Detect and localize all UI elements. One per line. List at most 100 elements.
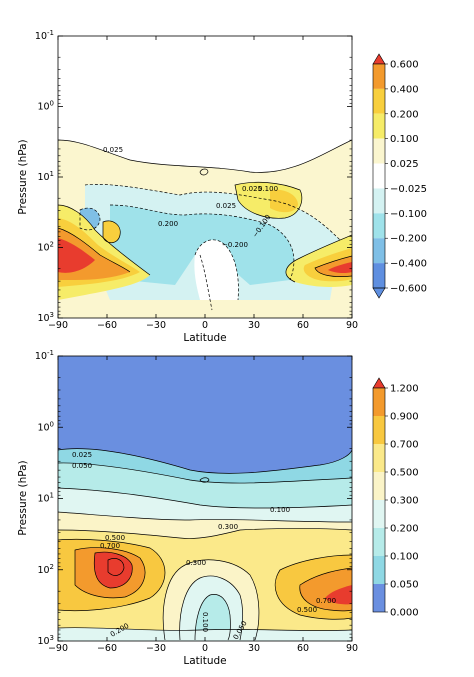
contour-line — [199, 477, 210, 483]
colorbar-label: 1.200 — [390, 384, 419, 395]
x-tick-label: −90 — [48, 320, 68, 331]
contour-band-sh-max — [108, 558, 124, 576]
x-tick-label: 90 — [346, 320, 358, 331]
chart-panel-1: 0.025 0.025 0.100 0.025 0.200 −0.200 −0.… — [17, 29, 427, 344]
x-tick-label: 60 — [297, 643, 309, 654]
x-tick-label: 60 — [297, 320, 309, 331]
x-tick-label: 0 — [202, 320, 208, 331]
y-tick-label: 10-1 — [35, 349, 54, 362]
contour-band-surface — [58, 627, 352, 641]
y-tick-label: 101 — [37, 170, 54, 183]
contour-band-tropical-level-0.050 — [195, 594, 231, 640]
contour-label: 0.700 — [316, 597, 336, 605]
colorbar-label: −0.025 — [390, 184, 427, 195]
colorbar-segment — [373, 263, 385, 288]
x-ticks-1: −90 −60 −30 0 30 60 90 — [48, 36, 358, 331]
contour-line — [199, 168, 209, 176]
colorbar-label: 0.200 — [390, 109, 419, 120]
contour-line — [74, 547, 146, 599]
contour-label: 0.100 — [201, 612, 209, 632]
x-tick-label: −60 — [97, 320, 117, 331]
contour-line — [194, 594, 231, 641]
x-tick-label: −30 — [146, 320, 166, 331]
x-tick-label: 30 — [248, 643, 260, 654]
contour-line — [93, 551, 133, 589]
colorbar-label: −0.100 — [390, 209, 427, 220]
y-tick-label: 103 — [37, 634, 54, 647]
contour-line-negative — [199, 254, 213, 311]
contour-line — [58, 227, 131, 273]
contour-line — [58, 538, 166, 612]
x-axis-2: −90 −60 −30 0 30 60 90 Latitude — [48, 356, 358, 667]
contour-band-nh-level-0.900 — [325, 585, 352, 605]
chart-panel-2: 0.025 0.050 0.100 0.300 0.500 0.700 0.30… — [17, 349, 419, 667]
colorbar-label: −0.400 — [390, 259, 427, 270]
y-axis-2: 10-1 100 101 102 103 Pressure (hPa) — [17, 349, 352, 647]
contour-line-negative — [109, 204, 295, 281]
x-axis-title-2: Latitude — [183, 655, 226, 667]
colorbar-label: 0.025 — [390, 159, 419, 170]
colorbar-segment — [373, 584, 385, 612]
colorbar-segment — [373, 163, 385, 189]
contour-line-negative — [194, 239, 239, 301]
colorbar-label: 0.900 — [390, 412, 419, 423]
contour-line — [58, 462, 352, 484]
contour-line — [285, 234, 352, 283]
colorbar-label: 0.400 — [390, 84, 419, 95]
colorbar-label: −0.600 — [390, 284, 427, 295]
contour-label: 0.300 — [218, 523, 238, 531]
colorbar-label: 0.300 — [390, 496, 419, 507]
colorbar-2: 1.200 0.900 0.700 0.500 0.300 0.200 0.100 0.050… — [372, 377, 419, 619]
contour-lines-2 — [58, 448, 352, 641]
contour-line — [274, 554, 352, 620]
colorbar-segment — [373, 113, 385, 139]
contour-line — [58, 528, 352, 539]
contour-line — [58, 448, 352, 474]
colorbar-segment — [373, 528, 385, 556]
contour-line — [234, 181, 303, 219]
y-tick-label: 100 — [37, 100, 54, 113]
contour-band-sh-blob — [103, 220, 121, 243]
colorbar-segment — [373, 138, 385, 164]
colorbar-label: 0.000 — [390, 608, 419, 619]
y-axis-title-1: Pressure (hPa) — [17, 139, 29, 214]
contour-label: 0.300 — [186, 559, 206, 567]
colorbar-segment — [373, 556, 385, 584]
contour-line-negative — [79, 207, 101, 231]
colorbar-segment — [373, 213, 385, 239]
x-ticks-2: −90 −60 −30 0 30 60 90 — [48, 356, 358, 654]
contour-line — [58, 511, 352, 523]
x-tick-label: −60 — [97, 643, 117, 654]
colorbar-label: 0.200 — [390, 524, 419, 535]
contour-label: 0.050 — [72, 462, 92, 470]
colorbar-frame — [372, 63, 386, 289]
x-axis-1: −90 −60 −30 0 30 60 90 Latitude — [48, 36, 358, 344]
contour-band-neutral-core — [194, 239, 239, 300]
colorbar-segment — [373, 64, 385, 89]
colorbar-extend-min — [372, 287, 386, 299]
contour-line — [299, 567, 352, 612]
contour-label: 0.025 — [216, 202, 236, 210]
contour-label: 0.025 — [72, 451, 92, 459]
colorbar-label: 0.600 — [390, 60, 419, 71]
contour-label: 0.200 — [158, 220, 178, 228]
contour-line — [102, 220, 121, 244]
x-axis-title-1: Latitude — [183, 332, 226, 344]
x-tick-label: 0 — [202, 643, 208, 654]
x-tick-label: −90 — [48, 643, 68, 654]
colorbar-segment — [373, 388, 385, 416]
colorbar-label: 0.700 — [390, 440, 419, 451]
contour-lines-negative-1 — [79, 184, 341, 311]
x-tick-label: −30 — [146, 643, 166, 654]
y-tick-label: 102 — [37, 563, 54, 576]
y-tick-label: 103 — [37, 311, 54, 324]
contour-label: 0.025 — [103, 146, 123, 154]
contour-label: 0.100 — [258, 185, 278, 193]
y-axis-1: 10-1 100 101 102 103 Pressure (hPa) — [17, 29, 352, 324]
y-tick-label: 10-1 — [35, 29, 54, 42]
contour-label: 0.700 — [100, 542, 120, 550]
contour-field-1 — [58, 36, 352, 318]
contour-band-nh-upper-strong — [270, 189, 298, 213]
colorbar-segment — [373, 472, 385, 500]
colorbar-label: 0.100 — [390, 552, 419, 563]
